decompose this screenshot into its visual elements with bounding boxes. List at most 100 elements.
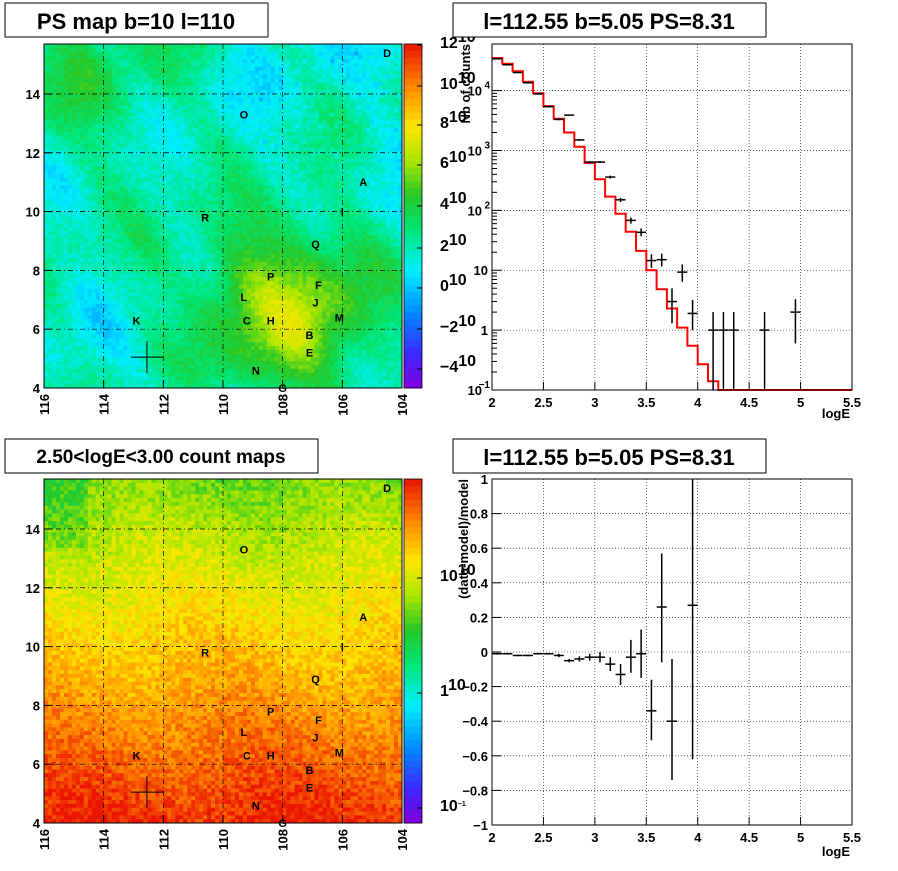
heatmap-cell <box>67 368 73 374</box>
heatmap-cell <box>230 154 236 159</box>
heatmap-cell <box>203 105 208 110</box>
heatmap-cell <box>250 97 256 102</box>
heatmap-cell <box>183 273 188 278</box>
heatmap-cell <box>203 368 208 374</box>
heatmap-cell <box>234 345 240 351</box>
heatmap-cell <box>87 131 93 137</box>
heatmap-cell <box>155 101 160 106</box>
heatmap-cell <box>199 261 204 266</box>
heatmap-cell <box>258 189 264 194</box>
heatmap-cell <box>71 323 77 328</box>
heatmap-cell <box>55 227 61 232</box>
heatmap-cell <box>163 284 168 289</box>
heatmap-cell <box>242 250 248 255</box>
heatmap-cell <box>167 147 172 152</box>
heatmap-cell <box>207 82 212 87</box>
heatmap-cell <box>47 124 53 129</box>
heatmap-cell <box>115 219 120 224</box>
heatmap-cell <box>115 193 120 198</box>
heatmap-cell <box>55 238 61 244</box>
heatmap-cell <box>51 372 57 377</box>
heatmap-cell <box>155 235 160 240</box>
heatmap-cell <box>87 242 93 247</box>
heatmap-cell <box>163 265 168 270</box>
heatmap-cell <box>107 216 112 221</box>
heatmap-cell <box>51 135 57 140</box>
heatmap-cell <box>59 238 65 244</box>
heatmap-cell <box>234 55 240 60</box>
heatmap-cell <box>135 66 140 72</box>
heatmap-cell <box>199 311 204 316</box>
heatmap-cell <box>107 82 112 87</box>
heatmap-cell <box>238 51 244 56</box>
heatmap-cell <box>258 154 264 159</box>
heatmap-cell <box>207 315 212 320</box>
heatmap-cell <box>135 288 140 293</box>
heatmap-cell <box>51 231 57 236</box>
heatmap-cell <box>123 74 128 79</box>
heatmap-cell <box>55 323 61 328</box>
heatmap-cell <box>143 330 148 335</box>
heatmap-cell <box>107 231 112 236</box>
heatmap-cell <box>83 154 89 159</box>
heatmap-cell <box>187 349 192 354</box>
heatmap-cell <box>155 86 160 91</box>
heatmap-cell <box>71 303 77 309</box>
heatmap-cell <box>115 265 120 270</box>
heatmap-cell <box>119 227 124 232</box>
heatmap-cell <box>119 66 124 72</box>
heatmap-cell <box>111 120 116 125</box>
heatmap-cell <box>234 323 240 328</box>
heatmap-cell <box>226 151 232 156</box>
heatmap-cell <box>103 101 108 106</box>
heatmap-cell <box>195 44 200 49</box>
heatmap-cell <box>103 307 108 312</box>
heatmap-cell <box>179 319 184 324</box>
heatmap-cell <box>230 166 236 171</box>
heatmap-cell <box>59 63 65 68</box>
heatmap-cell <box>79 376 85 381</box>
heatmap-cell <box>119 235 124 240</box>
heatmap-cell <box>111 78 116 83</box>
heatmap-cell <box>187 177 192 182</box>
heatmap-cell <box>211 365 216 370</box>
heatmap-cell <box>211 353 216 358</box>
heatmap-cell <box>71 200 77 205</box>
heatmap-cell <box>79 334 85 339</box>
heatmap-cell <box>199 200 204 205</box>
heatmap-cell <box>183 97 188 102</box>
heatmap-cell <box>215 300 220 305</box>
heatmap-cell <box>215 323 220 328</box>
heatmap-cell <box>199 93 204 98</box>
heatmap-cell <box>151 223 156 228</box>
heatmap-cell <box>143 353 148 358</box>
heatmap-cell <box>59 261 65 266</box>
heatmap-cell <box>199 170 204 175</box>
heatmap-cell <box>127 66 132 72</box>
heatmap-cell <box>135 273 140 278</box>
heatmap-cell <box>242 338 248 343</box>
heatmap-cell <box>175 112 180 117</box>
heatmap-cell <box>99 116 104 121</box>
heatmap-cell <box>195 223 200 228</box>
heatmap-cell <box>147 365 152 370</box>
heatmap-cell <box>51 173 57 179</box>
heatmap-cell <box>95 70 100 75</box>
heatmap-cell <box>127 319 132 324</box>
heatmap-cell <box>107 97 112 102</box>
heatmap-cell <box>163 250 168 255</box>
heatmap-cell <box>47 120 53 125</box>
heatmap-cell <box>135 116 140 121</box>
heatmap-cell <box>250 269 256 274</box>
heatmap-cell <box>175 101 180 106</box>
heatmap-cell <box>179 273 184 278</box>
heatmap-cell <box>135 143 140 148</box>
heatmap-cell <box>99 223 104 228</box>
heatmap-cell <box>151 284 156 289</box>
heatmap-cell <box>175 273 180 278</box>
heatmap-cell <box>143 101 148 106</box>
heatmap-cell <box>230 143 236 148</box>
heatmap-cell <box>199 216 204 221</box>
heatmap-cell <box>79 116 85 121</box>
heatmap-cell <box>135 315 140 320</box>
